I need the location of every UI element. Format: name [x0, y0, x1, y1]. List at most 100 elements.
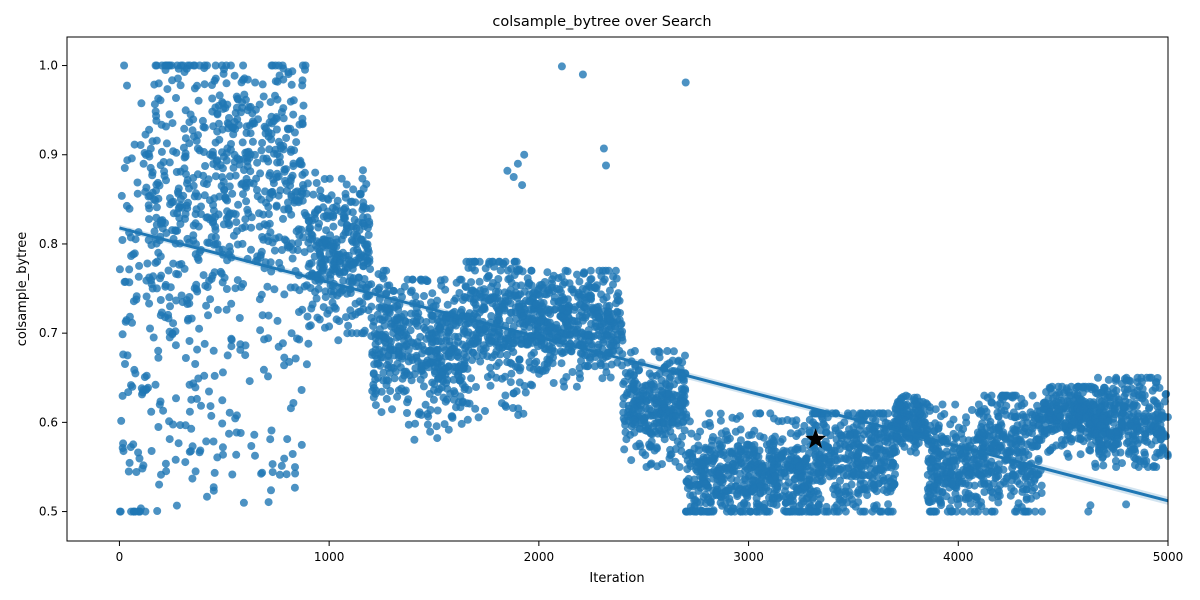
data-point	[328, 298, 337, 307]
data-point	[367, 280, 376, 289]
data-point	[410, 370, 419, 379]
data-point	[470, 287, 479, 296]
data-point	[433, 296, 442, 305]
data-point	[150, 227, 159, 236]
data-point	[1054, 405, 1063, 414]
data-point	[351, 310, 360, 319]
data-point	[343, 207, 352, 216]
data-point	[605, 286, 614, 295]
data-point	[1128, 413, 1136, 421]
data-point	[260, 220, 269, 229]
data-point	[230, 71, 239, 80]
data-point	[239, 61, 248, 70]
data-point	[829, 507, 838, 516]
data-point	[238, 98, 247, 107]
data-point	[321, 323, 329, 332]
data-point	[485, 259, 493, 268]
data-point	[647, 393, 656, 402]
data-point	[169, 420, 177, 429]
data-point	[467, 278, 476, 287]
data-point	[382, 394, 391, 403]
data-point	[156, 252, 165, 261]
data-point	[927, 507, 936, 516]
data-point	[307, 304, 316, 313]
data-point	[614, 289, 623, 298]
data-point	[173, 74, 182, 83]
data-point	[892, 447, 901, 456]
data-point	[307, 259, 316, 268]
data-point	[743, 465, 752, 473]
data-point	[390, 303, 399, 312]
data-point	[774, 463, 783, 472]
data-point	[744, 431, 753, 440]
data-point	[285, 357, 294, 366]
data-point	[358, 280, 367, 289]
data-point	[1032, 470, 1041, 479]
data-point	[811, 450, 820, 459]
data-point	[645, 404, 654, 413]
data-point	[264, 311, 273, 320]
data-point	[156, 296, 165, 304]
data-point	[1028, 441, 1037, 450]
data-point	[959, 507, 968, 516]
data-point	[294, 198, 303, 207]
data-point	[588, 303, 597, 312]
data-point	[996, 481, 1005, 489]
data-point	[870, 433, 879, 442]
data-point	[687, 429, 696, 438]
data-point	[527, 351, 536, 360]
data-point	[410, 435, 419, 444]
data-point	[211, 226, 220, 235]
data-point	[1109, 445, 1118, 454]
data-point	[471, 257, 479, 266]
data-point	[141, 507, 150, 516]
data-point	[362, 204, 371, 213]
data-point	[284, 198, 292, 207]
data-point	[137, 99, 146, 108]
data-point	[288, 67, 297, 76]
data-point	[182, 201, 191, 210]
data-point	[427, 298, 435, 307]
data-point	[203, 492, 211, 501]
data-point	[989, 442, 997, 451]
data-point	[346, 289, 355, 297]
data-point	[729, 504, 737, 513]
data-point	[515, 300, 524, 308]
data-point	[179, 143, 188, 152]
data-point	[188, 126, 197, 135]
data-point	[229, 163, 238, 172]
data-point	[722, 507, 731, 516]
data-point	[991, 467, 1000, 476]
data-point	[125, 265, 134, 274]
data-point	[172, 94, 180, 102]
data-point	[135, 261, 144, 270]
data-point	[861, 507, 869, 516]
data-point	[989, 479, 998, 488]
data-point	[897, 394, 906, 403]
data-point	[577, 307, 586, 316]
data-point	[461, 320, 470, 329]
data-point	[1028, 391, 1037, 400]
data-point	[256, 326, 265, 335]
data-point	[990, 507, 999, 516]
data-point	[325, 174, 334, 183]
data-point	[199, 271, 208, 280]
data-point	[673, 437, 682, 446]
data-point	[419, 382, 428, 391]
data-point	[930, 427, 939, 435]
data-point	[1061, 421, 1070, 430]
data-point	[209, 437, 218, 446]
data-point	[785, 491, 794, 500]
data-point	[152, 180, 161, 189]
data-point	[264, 157, 273, 166]
data-point	[515, 355, 524, 364]
data-point	[273, 169, 282, 178]
data-point	[736, 425, 745, 434]
data-point	[1117, 412, 1126, 421]
data-point	[335, 317, 344, 326]
data-point	[349, 185, 358, 194]
data-point	[444, 367, 453, 376]
data-point	[636, 442, 645, 451]
data-point	[856, 442, 865, 451]
data-point	[587, 295, 595, 304]
